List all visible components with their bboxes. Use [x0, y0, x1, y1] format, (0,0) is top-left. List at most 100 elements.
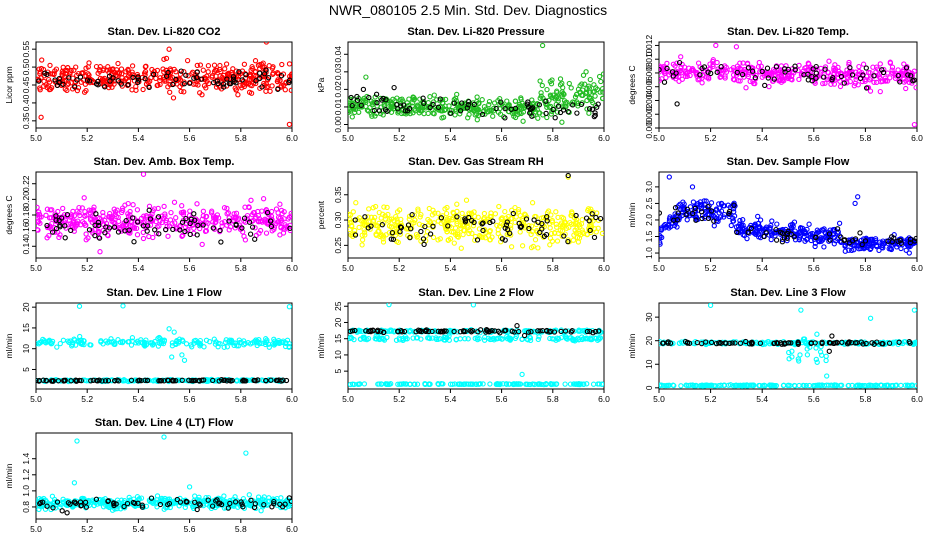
point-line2-all: [580, 381, 587, 387]
point-pressure-selected: [471, 101, 477, 108]
point-line4-all: [221, 493, 227, 499]
point-line2-all: [447, 381, 454, 387]
point-boxtemp-selected: [249, 224, 256, 230]
point-pressure-all: [599, 86, 604, 92]
point-temp-all: [903, 85, 909, 92]
point-boxtemp-all: [43, 212, 49, 218]
point-rh-all: [394, 218, 401, 224]
point-co2-all: [115, 60, 121, 67]
point-sampleflow-all: [731, 213, 738, 219]
point-sampleflow-selected: [763, 230, 769, 236]
point-boxtemp-selected: [93, 211, 99, 217]
point-rh-selected: [474, 237, 481, 243]
point-rh-all: [356, 224, 362, 231]
point-rh-all: [449, 217, 455, 223]
point-pressure-all: [381, 101, 387, 107]
point-temp-all: [676, 78, 682, 84]
x-tick-label-line3: 5.2: [705, 394, 717, 404]
point-sampleflow-all: [744, 235, 750, 242]
point-line1-all: [88, 342, 94, 348]
point-boxtemp-all: [149, 211, 155, 217]
point-sampleflow-selected: [745, 229, 751, 235]
point-co2-all: [64, 67, 70, 74]
point-pressure-all: [559, 93, 565, 100]
point-boxtemp-all: [146, 233, 152, 240]
point-line3-selected: [746, 341, 753, 347]
point-pressure-all: [407, 110, 413, 117]
point-boxtemp-all: [203, 214, 209, 220]
y-tick-label-line2: 25: [333, 301, 343, 311]
point-co2-all: [259, 61, 265, 67]
point-rh-selected: [544, 214, 550, 220]
point-co2-selected: [194, 74, 200, 81]
point-co2-selected: [74, 77, 80, 83]
point-temp-all: [796, 76, 802, 83]
point-rh-all: [464, 223, 470, 229]
point-sampleflow-selected: [791, 234, 797, 240]
point-line3-all: [872, 382, 878, 389]
point-line2-all: [553, 381, 560, 387]
x-tick-label-sampleflow: 6.0: [911, 263, 923, 273]
point-line1-selected: [105, 378, 112, 384]
point-rh-all: [492, 211, 499, 217]
point-line2-all: [481, 337, 488, 343]
point-pressure-selected: [543, 98, 549, 104]
point-rh-all: [350, 209, 356, 215]
point-co2-all: [47, 62, 53, 69]
outlier-point-line1-all: [76, 303, 83, 309]
point-sampleflow-selected: [857, 230, 863, 236]
point-co2-all: [230, 66, 236, 72]
point-line3-all: [869, 382, 876, 389]
point-line2-all: [427, 381, 433, 387]
point-line1-selected: [136, 377, 143, 383]
point-boxtemp-all: [208, 210, 215, 216]
point-co2-selected: [146, 84, 152, 91]
point-pressure-all: [458, 102, 465, 108]
point-boxtemp-all: [156, 223, 162, 229]
point-temp-all: [769, 72, 775, 78]
point-boxtemp-all: [288, 213, 292, 219]
point-boxtemp-all: [252, 225, 258, 231]
point-rh-all: [498, 216, 504, 222]
x-tick-label-line2: 5.8: [547, 394, 559, 404]
point-temp-all: [795, 67, 801, 74]
y-tick-label-line3: 20: [644, 336, 654, 346]
x-tick-label-sampleflow: 5.4: [756, 263, 768, 273]
point-boxtemp-all: [106, 213, 113, 220]
point-line1-selected: [142, 377, 148, 383]
point-pressure-selected: [527, 106, 534, 112]
point-rh-selected: [531, 217, 537, 223]
point-co2-all: [209, 74, 215, 80]
point-boxtemp-all: [214, 212, 221, 218]
point-sampleflow-all: [886, 246, 892, 252]
outlier-point-line1-all: [179, 352, 185, 358]
point-line1-all: [197, 337, 203, 344]
point-temp-all: [873, 64, 880, 70]
point-rh-all: [362, 222, 368, 228]
point-sampleflow-all: [818, 238, 824, 244]
points-boxtemp: [36, 172, 292, 255]
point-rh-all: [553, 209, 559, 215]
point-sampleflow-all: [872, 237, 879, 244]
point-rh-selected: [573, 212, 579, 219]
point-co2-selected: [199, 76, 205, 82]
y-tick-label-line4: 1.2: [21, 469, 31, 481]
point-sampleflow-all: [797, 233, 804, 239]
point-pressure-selected: [550, 106, 556, 113]
point-line1-all: [263, 339, 270, 345]
point-temp-selected: [838, 73, 845, 80]
point-line1-all: [212, 341, 219, 347]
x-tick-label-line1: 5.0: [30, 394, 42, 404]
point-line2-selected: [535, 328, 541, 334]
point-rh-all: [477, 233, 483, 240]
point-line2-all: [516, 381, 522, 387]
point-rh-all: [366, 206, 372, 212]
point-boxtemp-all: [159, 213, 165, 219]
point-sampleflow-all: [736, 229, 742, 236]
point-temp-all: [871, 79, 877, 85]
panel-title-line1: Stan. Dev. Line 1 Flow: [106, 287, 222, 299]
y-tick-label-co2: 0.50: [21, 59, 31, 76]
point-temp-selected: [849, 72, 856, 78]
point-boxtemp-all: [71, 213, 78, 219]
